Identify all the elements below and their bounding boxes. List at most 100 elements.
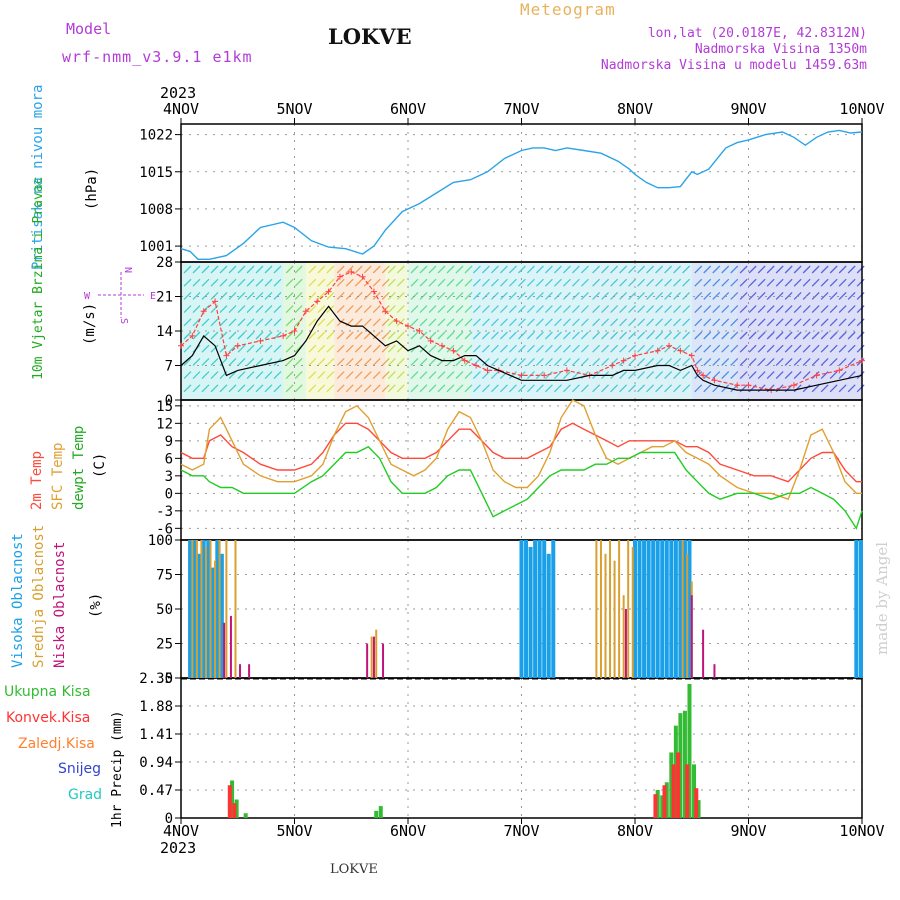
wind-barb <box>721 331 730 340</box>
precip-legend-conv: Konvek.Kisa <box>6 710 91 726</box>
wind-barb <box>682 344 691 353</box>
wind-barb <box>619 305 628 314</box>
wind-barb <box>326 278 335 287</box>
wind-barb <box>847 278 856 287</box>
wind-barb <box>748 305 757 314</box>
wind-barb <box>757 265 766 274</box>
wind-barb <box>580 357 589 366</box>
wind-barb <box>580 331 589 340</box>
wind-barb <box>396 305 405 314</box>
y-tick-label: 25 <box>156 637 173 653</box>
wind-barb <box>856 265 865 274</box>
wind-barb <box>712 305 721 314</box>
wind-barb <box>730 344 739 353</box>
wind-barb <box>419 278 428 287</box>
wind-barb <box>757 371 766 380</box>
wind-barb <box>410 371 419 380</box>
wind-barb <box>673 384 682 393</box>
wind-barb <box>646 318 655 327</box>
wind-barb <box>264 384 273 393</box>
x-tick-label-top: 6NOV <box>390 100 426 118</box>
wind-barb <box>363 291 372 300</box>
wind-barb <box>838 291 847 300</box>
wind-barb <box>571 291 580 300</box>
wind-barb <box>255 291 264 300</box>
wind-barb <box>410 265 419 274</box>
wind-barb <box>481 331 490 340</box>
wind-barb <box>766 371 775 380</box>
wind-barb <box>345 344 354 353</box>
wind-barb <box>472 278 481 287</box>
precip-legend-freezing: Zaledj.Kisa <box>18 736 95 752</box>
wind-barb <box>637 357 646 366</box>
wind-barb <box>437 278 446 287</box>
wind-barb <box>183 371 192 380</box>
wind-barb <box>544 318 553 327</box>
y-tick-label: 14 <box>156 324 173 340</box>
year-bottom: 2023 <box>160 839 196 857</box>
gust-marker <box>291 328 298 334</box>
temp-label-dew: dewpt Temp <box>71 425 87 510</box>
y-tick-label: 75 <box>156 568 173 584</box>
wind-barb <box>381 278 390 287</box>
y-tick-label: 15 <box>156 399 173 415</box>
wind-barb <box>410 357 419 366</box>
wind-barb <box>637 278 646 287</box>
wind-barb <box>610 331 619 340</box>
wind-barb <box>294 305 303 314</box>
wind-barb <box>201 384 210 393</box>
wind-barb <box>838 344 847 353</box>
wind-barb <box>285 318 294 327</box>
wind-barb <box>264 318 273 327</box>
wind-barb <box>610 278 619 287</box>
wind-barb <box>210 318 219 327</box>
wind-barb <box>237 357 246 366</box>
cloud-bar <box>651 540 656 678</box>
wind-barb <box>739 371 748 380</box>
y-tick-label: -6 <box>156 521 173 537</box>
model-elevation-text: Nadmorska Visina u modelu 1459.63m <box>600 58 867 73</box>
wind-barb <box>673 371 682 380</box>
wind-barb <box>526 265 535 274</box>
wind-barb <box>317 371 326 380</box>
wind-barb <box>446 278 455 287</box>
wind-barb <box>437 357 446 366</box>
wind-barb <box>246 331 255 340</box>
cloud-bar <box>209 540 212 678</box>
wind-barb <box>694 344 703 353</box>
wind-barb <box>784 305 793 314</box>
wind-barb <box>748 318 757 327</box>
wind-barb <box>655 384 664 393</box>
precip-bar <box>669 752 674 818</box>
gust-marker <box>416 328 423 334</box>
y-tick-label: 28 <box>156 255 173 271</box>
x-tick-label-top: 9NOV <box>730 100 766 118</box>
wind-barb <box>829 265 838 274</box>
wind-barb <box>481 318 490 327</box>
wind-barb <box>336 318 345 327</box>
wind-barb <box>192 357 201 366</box>
wind-barb <box>490 344 499 353</box>
wind-barb <box>237 305 246 314</box>
wind-barb <box>838 357 847 366</box>
wind-barb <box>553 318 562 327</box>
compass-w: W <box>84 291 91 302</box>
cloud-bar <box>234 540 237 678</box>
wind-barb <box>628 384 637 393</box>
wind-barb <box>820 384 829 393</box>
wind-barb <box>255 278 264 287</box>
gust-marker <box>370 288 377 295</box>
wind-barb <box>437 331 446 340</box>
wind-barb <box>210 357 219 366</box>
wind-barb <box>428 331 437 340</box>
lonlat-text: lon,lat (20.0187E, 42.8312N) <box>647 26 867 41</box>
wind-barb <box>387 357 396 366</box>
wind-barb <box>571 331 580 340</box>
wind-barb <box>437 371 446 380</box>
wind-barb <box>562 384 571 393</box>
wind-barb <box>802 265 811 274</box>
wind-barb <box>255 371 264 380</box>
cloud-bar <box>225 540 228 678</box>
wind-barb <box>210 384 219 393</box>
wind-barb <box>219 384 228 393</box>
